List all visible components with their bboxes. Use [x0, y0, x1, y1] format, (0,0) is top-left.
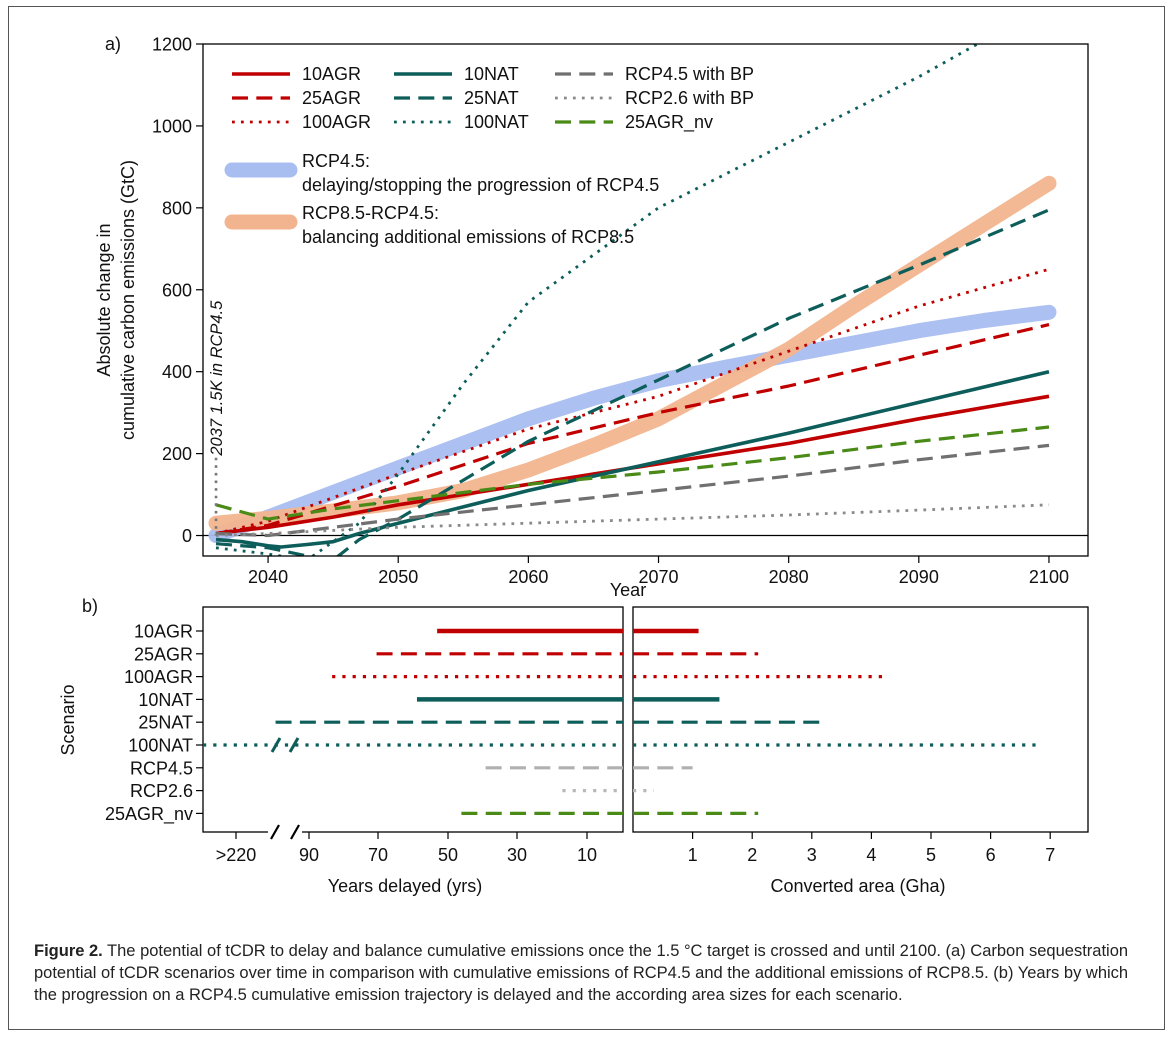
right-x-tick-label: 7 — [1045, 845, 1055, 865]
series-line-rcp4-5- — [208, 304, 1057, 543]
y-tick-label: 1200 — [152, 35, 192, 55]
y-tick-label: 200 — [162, 444, 192, 464]
chart-canvas: 2037 1.5K in RCP4.5 0 200 400 600 800 1000 1200… — [58, 34, 1089, 896]
figure-caption: Figure 2. The potential of tCDR to delay… — [34, 940, 1149, 1006]
legend: 10AGR 25AGR 100AGR 10NAT 25NAT 100NAT RCP4.5 w… — [224, 64, 754, 247]
panel-b-left-frame — [202, 606, 624, 833]
legend-label: 100NAT — [464, 112, 529, 132]
category-label: 100AGR — [124, 667, 193, 687]
series-line-25agr — [215, 323, 1050, 536]
x-tick-label: 2060 — [508, 567, 548, 587]
x-tick-label: 2080 — [769, 567, 809, 587]
annotation-label: 2037 1.5K in RCP4.5 — [208, 300, 226, 457]
left-x-tick-label: 10 — [577, 845, 597, 865]
right-x-tick-label: 5 — [926, 845, 936, 865]
series-line-100nat — [215, 44, 979, 556]
axis-break-mark — [270, 737, 282, 753]
left-x-tick-label: 90 — [299, 845, 319, 865]
right-x-axis-label: Converted area (Gha) — [770, 876, 945, 896]
legend-label: 25AGR_nv — [625, 112, 713, 133]
series-line-10nat — [215, 369, 1050, 549]
series-line-rcp2-6-with-bp — [215, 503, 1050, 537]
category-label: 10AGR — [134, 622, 193, 642]
right-x-tick-label: 2 — [747, 845, 757, 865]
left-x-tick-label: 50 — [438, 845, 458, 865]
category-label: 25NAT — [138, 713, 193, 733]
legend-band-label: RCP8.5-RCP4.5: — [302, 203, 439, 223]
x-tick-label: 2100 — [1029, 567, 1069, 587]
legend-label: 100AGR — [302, 112, 371, 132]
legend-band-desc: balancing additional emissions of RCP8.5 — [302, 227, 634, 247]
axis-break-gap — [268, 829, 302, 835]
category-label: RCP2.6 — [130, 781, 193, 801]
right-x-tick-label: 1 — [688, 845, 698, 865]
scenario-axis-label: Scenario — [58, 684, 78, 755]
axis-break-mark — [270, 824, 280, 840]
right-x-tick-label: 3 — [807, 845, 817, 865]
x-tick-label: 2090 — [899, 567, 939, 587]
series-line-100agr — [215, 267, 1050, 535]
category-label: RCP4.5 — [130, 758, 193, 778]
legend-band-desc: delaying/stopping the progression of RCP… — [302, 175, 659, 195]
figure-frame — [8, 6, 1165, 1030]
x-tick-label: 2050 — [378, 567, 418, 587]
panel-a-label: a) — [105, 34, 121, 54]
x-axis-label: Year — [610, 580, 646, 600]
legend-band-label: RCP4.5: — [302, 151, 370, 171]
left-x-axis-label: Years delayed (yrs) — [328, 876, 482, 896]
right-x-tick-label: 4 — [866, 845, 876, 865]
left-x-tick-label: 70 — [368, 845, 388, 865]
panel-b-label: b) — [82, 596, 98, 616]
panel-b-right-frame — [632, 606, 1089, 833]
legend-label: RCP4.5 with BP — [625, 64, 754, 84]
plot-a-frame — [202, 43, 1089, 557]
series-line-rcp8-5-rcp4-5- — [208, 175, 1057, 531]
caption-text: The potential of tCDR to delay and balan… — [34, 942, 1129, 1004]
category-label: 10NAT — [138, 690, 193, 710]
category-label: 100NAT — [128, 736, 193, 756]
series-line-25agr-nv — [215, 425, 1050, 521]
legend-label: 10AGR — [302, 64, 361, 84]
right-x-tick-label: 6 — [986, 845, 996, 865]
y-tick-label: 800 — [162, 198, 192, 218]
caption-label: Figure 2. — [34, 942, 103, 960]
y-tick-label: 400 — [162, 362, 192, 382]
y-tick-label: 1000 — [152, 116, 192, 136]
y-axis-label-line-1: Absolute change in — [94, 223, 114, 376]
left-x-tick-label: 30 — [507, 845, 527, 865]
legend-label: 10NAT — [464, 64, 519, 84]
x-tick-label: 2040 — [248, 567, 288, 587]
axis-break-mark — [288, 737, 300, 753]
legend-label: RCP2.6 with BP — [625, 88, 754, 108]
y-tick-label: 0 — [182, 526, 192, 546]
axis-break-mark — [290, 824, 300, 840]
y-tick-label: 600 — [162, 280, 192, 300]
legend-label: 25NAT — [464, 88, 519, 108]
y-axis-label-line-2: cumulative carbon emissions (GtC) — [118, 160, 138, 440]
category-label: 25AGR_nv — [105, 804, 193, 825]
x-tick-label: 2070 — [638, 567, 678, 587]
legend-label: 25AGR — [302, 88, 361, 108]
category-label: 25AGR — [134, 644, 193, 664]
left-x-tick-label: >220 — [216, 845, 257, 865]
plot-a-series-group — [203, 44, 1088, 556]
